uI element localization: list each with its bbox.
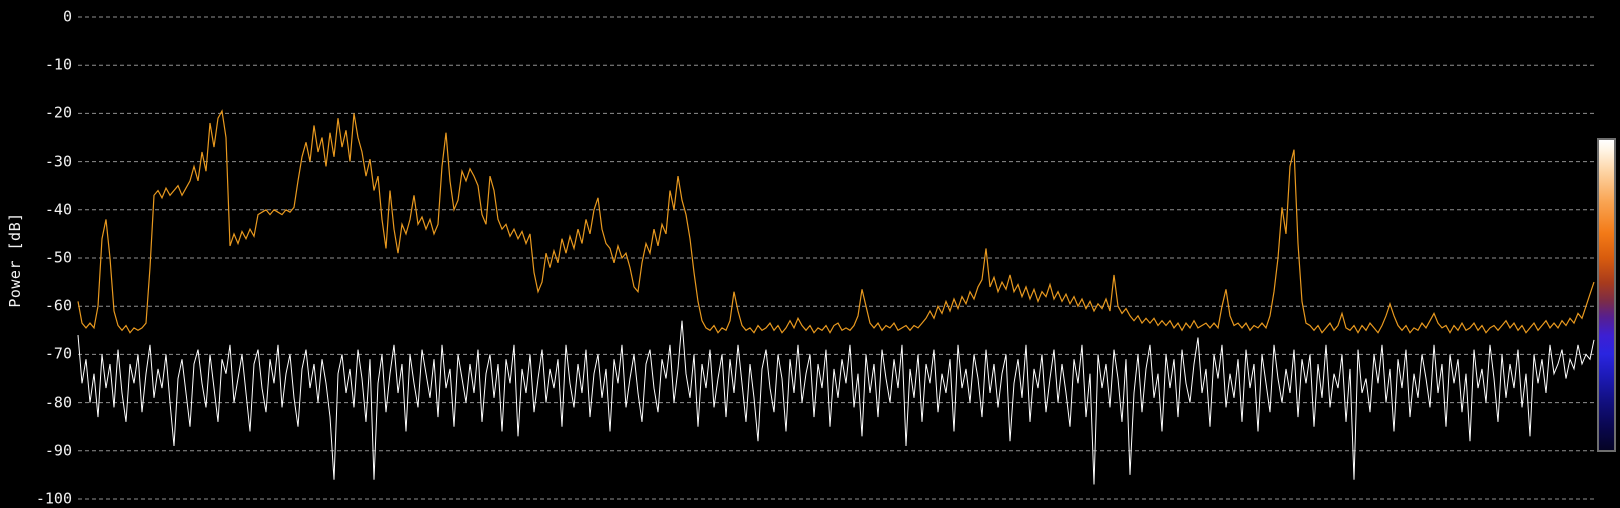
live-spectrum-trace (77, 320, 1595, 485)
y-tick-label--40: -40 (44, 200, 72, 219)
waterfall-colorbar (1597, 138, 1616, 452)
y-tick-label--100: -100 (35, 489, 72, 508)
y-tick-label--20: -20 (44, 103, 72, 122)
y-tick-label--10: -10 (44, 55, 72, 74)
y-tick-label--90: -90 (44, 441, 72, 460)
gridlines (78, 16, 1595, 500)
y-tick-label-0: 0 (62, 7, 72, 26)
y-tick-label--60: -60 (44, 296, 72, 315)
y-tick-label--30: -30 (44, 152, 72, 171)
y-tick-label--80: -80 (44, 393, 72, 412)
y-tick-label--70: -70 (44, 344, 72, 363)
max-hold-trace (77, 109, 1595, 334)
y-tick-label--50: -50 (44, 248, 72, 267)
